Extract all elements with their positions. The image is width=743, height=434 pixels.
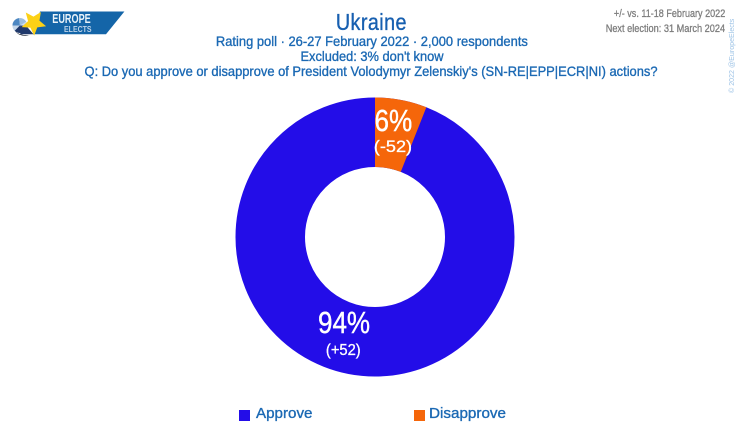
svg-text:ELECTS: ELECTS xyxy=(64,24,92,34)
svg-text:EUROPE: EUROPE xyxy=(52,12,90,26)
svg-text:© 2022 @EuropeElects: © 2022 @EuropeElects xyxy=(728,18,736,93)
